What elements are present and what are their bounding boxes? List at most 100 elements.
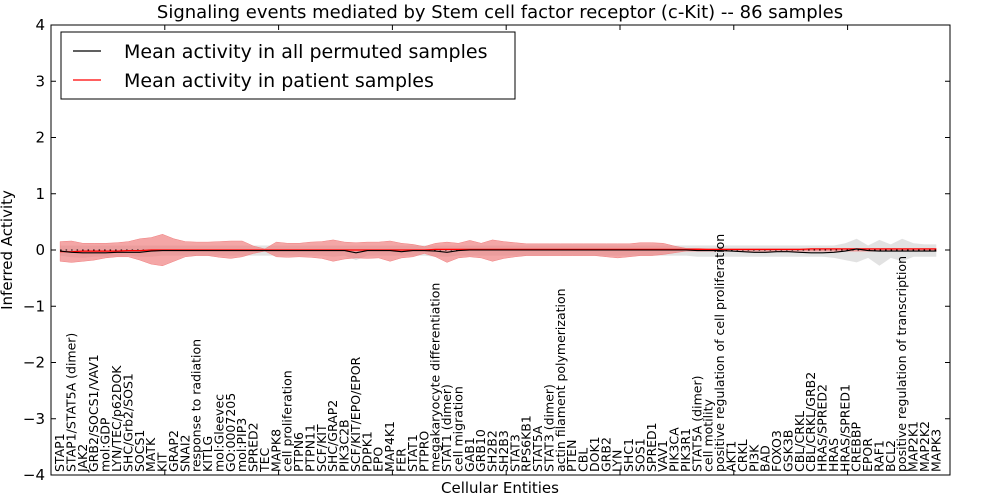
x-tick-label: TEC — [257, 447, 272, 473]
x-tick-label: CRKL — [735, 439, 750, 472]
x-tick-label: STAT1 (dimer) — [439, 384, 454, 472]
x-tick-label: GRB2 — [598, 437, 613, 472]
x-tick-label: EPOR — [860, 438, 875, 472]
x-tick-label: SHC/Grb2/SOS1 — [120, 373, 135, 472]
permuted-mean-line — [60, 248, 937, 254]
x-tick-label: SOS1 — [633, 438, 648, 472]
y-tick-label: −4 — [23, 466, 45, 484]
x-tick-label: CBL — [576, 448, 591, 472]
x-tick-label: actin filament polymerization — [553, 288, 568, 472]
legend-label-permuted: Mean activity in all permuted samples — [124, 41, 487, 63]
x-tick-label: LYN/TEC/p62DOK — [109, 365, 124, 472]
x-tick-label: megakaryocyte differentiation — [428, 283, 443, 472]
x-tick-label: SHC1 — [621, 438, 636, 472]
x-tick-label: LYN — [610, 450, 625, 472]
y-tick-label: 0 — [35, 241, 45, 259]
x-tick-label: PI3K — [746, 444, 761, 472]
x-tick-label: MAP4K1 — [382, 421, 397, 472]
x-tick-label: CBL/CRKL — [792, 411, 807, 472]
x-tick-label: SNAI2 — [177, 435, 192, 472]
x-tick-label: PIK3CA — [667, 427, 682, 472]
x-tick-label: GRB2/SOCS1/VAV1 — [86, 354, 101, 472]
x-tick-label: GSK3B — [780, 430, 795, 472]
chart-title: Signaling events mediated by Stem cell f… — [157, 2, 843, 23]
x-tick-label: positive regulation of cell proliferatio… — [712, 234, 727, 472]
x-tick-label: STAT5A (dimer) — [689, 376, 704, 472]
plot-area — [59, 234, 937, 267]
x-tick-label: PIK3C2B — [337, 419, 352, 472]
x-tick-label: DOK1 — [587, 436, 602, 472]
x-tick-label: GRAP2 — [166, 430, 181, 472]
y-tick-label: 3 — [35, 72, 45, 90]
x-tick-label: STAT3 — [507, 434, 522, 472]
y-tick-label: −3 — [23, 410, 45, 428]
x-tick-label: response to radiation — [189, 339, 204, 472]
x-tick-label: PTPRO — [416, 431, 431, 472]
x-tick-label: JAK2 — [75, 444, 90, 473]
x-tick-label: SCF/KIT — [314, 424, 329, 472]
x-tick-label: GO:0007205 — [223, 393, 238, 472]
legend-label-patient: Mean activity in patient samples — [124, 70, 434, 92]
y-tick-label: −2 — [23, 354, 45, 372]
x-tick-label: SH2B2 — [485, 430, 500, 472]
y-axis-label: Inferred Activity — [0, 190, 16, 310]
y-tick-label: −1 — [23, 297, 45, 315]
x-tick-label: cell proliferation — [280, 370, 295, 472]
x-tick-label: positive regulation of transcription — [894, 256, 909, 472]
x-tick-label: FOXO3 — [769, 430, 784, 472]
x-tick-label: MATK — [143, 437, 158, 472]
x-tick-label: MAP2K2 — [917, 421, 932, 472]
x-tick-label: SH2B3 — [496, 430, 511, 472]
x-tick-label: MAPK3 — [928, 429, 943, 472]
x-tick-label: AKT1 — [724, 441, 739, 472]
x-tick-label: KIT — [155, 452, 170, 472]
x-tick-label: MAPK8 — [268, 429, 283, 472]
x-tick-label: RPS6KB1 — [519, 415, 534, 472]
x-tick-label: mol:PIP3 — [234, 418, 249, 472]
x-tick-label: STAT3 (dimer) — [541, 384, 556, 472]
x-tick-label: RAF1 — [871, 440, 886, 472]
x-tick-label: EPO — [371, 447, 386, 472]
x-tick-label: PDPK1 — [359, 431, 374, 472]
x-tick-label: STAP1 — [52, 433, 67, 472]
legend: Mean activity in all permuted samples Me… — [60, 31, 516, 100]
x-tick-label: BCL2 — [883, 440, 898, 472]
x-tick-label: PTPN6 — [291, 432, 306, 472]
x-tick-label: SCF/KIT/EPO/EPOR — [348, 356, 363, 472]
x-tick-label: cell motility — [701, 398, 716, 472]
x-tick-label: CREBBP — [849, 422, 864, 472]
legend-box — [60, 31, 516, 100]
x-tick-label: STAP1/STAT5A (dimer) — [64, 333, 79, 472]
x-tick-label: STAT1 — [405, 434, 420, 472]
y-tick-label: 2 — [35, 129, 45, 147]
x-tick-label: HRAS — [826, 438, 841, 472]
x-tick-label: GAB1 — [462, 437, 477, 472]
x-tick-label: SPRED2 — [246, 422, 261, 472]
x-tick-label: FER — [394, 448, 409, 472]
x-tick-label: VAV1 — [655, 440, 670, 472]
x-tick-label: PTEN — [564, 440, 579, 472]
x-tick-label: SPRED1 — [644, 422, 659, 472]
y-axis: −4 −3 −2 −1 0 1 2 3 4 — [23, 16, 950, 484]
x-tick-label: STAT5A — [530, 425, 545, 472]
x-tick-label: SOCS1 — [132, 430, 147, 472]
x-tick-label: mol:GDP — [98, 417, 113, 472]
x-tick-label: HRAS/SPRED2 — [815, 384, 830, 472]
x-tick-label: KITLG — [200, 436, 215, 472]
x-tick-label: PTPN11 — [303, 424, 318, 472]
x-tick-label: cell migration — [450, 386, 465, 472]
x-tick-label: MAP2K1 — [906, 421, 921, 472]
y-tick-label: 1 — [35, 185, 45, 203]
patient-mean-line — [60, 248, 937, 253]
x-tick-label: CBL/CRKL/GRB2 — [803, 372, 818, 472]
x-tick-label: HRAS/SPRED1 — [837, 384, 852, 472]
x-tick-label: SHC/GRAP2 — [325, 400, 340, 472]
x-tick-label: BAD — [758, 445, 773, 472]
x-axis-label: Cellular Entities — [441, 479, 559, 497]
x-tick-label: mol:Gleevec — [211, 394, 226, 472]
x-tick-label: GRB10 — [473, 429, 488, 472]
x-tick-label: PIK3R1 — [678, 428, 693, 472]
y-tick-label: 4 — [35, 16, 45, 34]
